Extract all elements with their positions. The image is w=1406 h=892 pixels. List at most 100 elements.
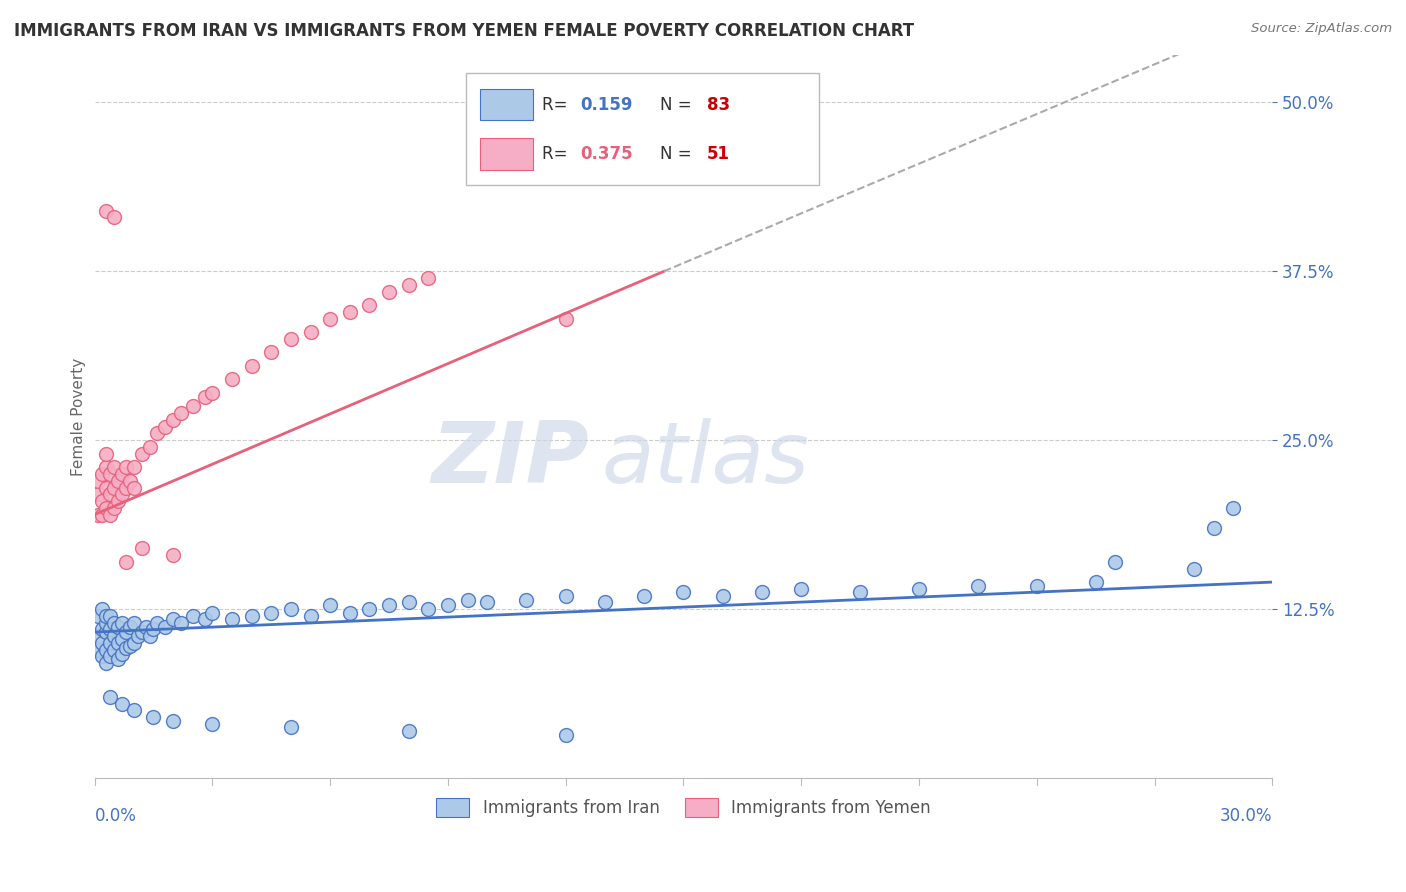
- Point: [107, 652, 129, 666]
- Point: [849, 584, 872, 599]
- Point: [111, 615, 134, 630]
- Point: [672, 584, 695, 599]
- Point: [87, 642, 110, 657]
- Point: [260, 606, 283, 620]
- Point: [201, 717, 224, 731]
- Point: [554, 589, 576, 603]
- Point: [457, 592, 479, 607]
- Point: [790, 582, 813, 596]
- Point: [131, 541, 153, 556]
- Point: [115, 625, 138, 640]
- Text: 0.375: 0.375: [579, 145, 633, 163]
- Point: [633, 589, 655, 603]
- Point: [103, 642, 125, 657]
- Point: [127, 629, 149, 643]
- Point: [91, 602, 114, 616]
- Point: [299, 608, 322, 623]
- Point: [221, 611, 243, 625]
- Legend: Immigrants from Iran, Immigrants from Yemen: Immigrants from Iran, Immigrants from Ye…: [429, 791, 938, 824]
- Point: [240, 359, 263, 373]
- Point: [131, 447, 153, 461]
- Point: [87, 474, 110, 488]
- Point: [162, 413, 184, 427]
- Point: [418, 271, 440, 285]
- Point: [967, 579, 990, 593]
- Text: atlas: atlas: [600, 418, 808, 501]
- Point: [98, 649, 121, 664]
- Point: [96, 203, 118, 218]
- Point: [418, 602, 440, 616]
- Point: [107, 494, 129, 508]
- Point: [477, 595, 499, 609]
- Point: [299, 325, 322, 339]
- Point: [91, 649, 114, 664]
- Point: [1104, 555, 1126, 569]
- Point: [96, 625, 118, 640]
- Point: [339, 305, 361, 319]
- Point: [107, 636, 129, 650]
- Text: R=: R=: [543, 95, 572, 113]
- Point: [122, 703, 145, 717]
- Point: [96, 500, 118, 515]
- Point: [91, 494, 114, 508]
- Point: [1182, 561, 1205, 575]
- Text: 0.0%: 0.0%: [94, 807, 136, 825]
- Point: [339, 606, 361, 620]
- Text: 30.0%: 30.0%: [1220, 807, 1272, 825]
- Point: [142, 623, 165, 637]
- Point: [280, 602, 302, 616]
- Point: [751, 584, 773, 599]
- Point: [170, 406, 193, 420]
- Point: [96, 615, 118, 630]
- Point: [398, 723, 420, 738]
- Text: N =: N =: [659, 145, 697, 163]
- Point: [91, 508, 114, 522]
- Point: [103, 629, 125, 643]
- Point: [98, 623, 121, 637]
- Point: [201, 386, 224, 401]
- Point: [103, 500, 125, 515]
- Point: [111, 647, 134, 661]
- Text: ZIP: ZIP: [432, 418, 589, 501]
- Point: [1222, 500, 1244, 515]
- Point: [193, 390, 215, 404]
- Point: [87, 487, 110, 501]
- Point: [118, 474, 141, 488]
- Point: [181, 608, 204, 623]
- Point: [98, 636, 121, 650]
- Text: R=: R=: [543, 145, 572, 163]
- Point: [146, 426, 169, 441]
- Point: [554, 728, 576, 742]
- Point: [1202, 521, 1225, 535]
- Point: [162, 611, 184, 625]
- Text: Source: ZipAtlas.com: Source: ZipAtlas.com: [1251, 22, 1392, 36]
- Point: [115, 460, 138, 475]
- Point: [103, 615, 125, 630]
- Point: [107, 620, 129, 634]
- Point: [98, 487, 121, 501]
- Point: [122, 615, 145, 630]
- Point: [398, 595, 420, 609]
- Point: [319, 598, 342, 612]
- Point: [122, 481, 145, 495]
- Text: 0.159: 0.159: [579, 95, 633, 113]
- Point: [593, 595, 616, 609]
- Point: [908, 582, 931, 596]
- Point: [111, 487, 134, 501]
- Point: [122, 636, 145, 650]
- Point: [142, 710, 165, 724]
- Point: [280, 332, 302, 346]
- Point: [378, 598, 401, 612]
- Point: [96, 642, 118, 657]
- Point: [138, 440, 160, 454]
- Point: [98, 467, 121, 481]
- Point: [155, 419, 177, 434]
- Point: [155, 620, 177, 634]
- Point: [135, 620, 157, 634]
- Point: [103, 460, 125, 475]
- FancyBboxPatch shape: [479, 89, 533, 120]
- Point: [1084, 575, 1107, 590]
- Point: [103, 481, 125, 495]
- Point: [87, 508, 110, 522]
- Point: [96, 460, 118, 475]
